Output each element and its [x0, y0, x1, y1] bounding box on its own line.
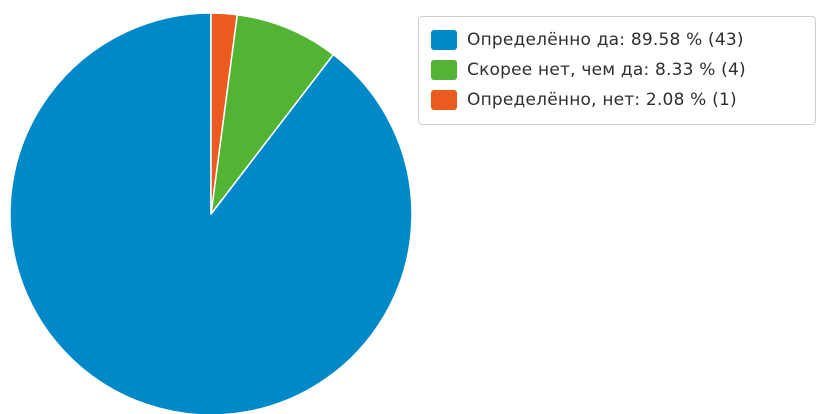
- legend-item-definitely-no[interactable]: Определённо, нет: 2.08 % (1): [431, 87, 737, 113]
- legend-label-definitely-yes: Определённо да: 89.58 % (43): [467, 30, 744, 50]
- chart-legend: Определённо да: 89.58 % (43) Скорее нет,…: [418, 16, 816, 125]
- legend-item-rather-no[interactable]: Скорее нет, чем да: 8.33 % (4): [431, 57, 746, 83]
- legend-swatch-definitely-no: [431, 90, 457, 110]
- pie-slice-rather-no[interactable]: [210, 13, 335, 215]
- legend-label-definitely-no: Определённо, нет: 2.08 % (1): [467, 90, 737, 110]
- pie-slices: [9, 12, 413, 414]
- legend-item-definitely-yes[interactable]: Определённо да: 89.58 % (43): [431, 27, 744, 53]
- pie-slice-definitely-no[interactable]: [210, 12, 238, 215]
- legend-swatch-rather-no: [431, 60, 457, 80]
- legend-swatch-definitely-yes: [431, 30, 457, 50]
- legend-label-rather-no: Скорее нет, чем да: 8.33 % (4): [467, 60, 746, 80]
